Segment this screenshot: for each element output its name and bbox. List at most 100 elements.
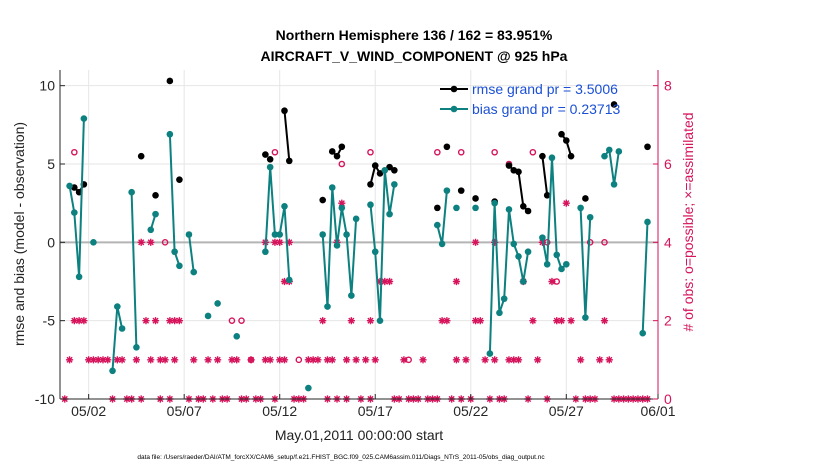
bias-point xyxy=(90,239,97,246)
rmse-point xyxy=(434,204,441,212)
bias-point xyxy=(176,262,183,270)
obs-assimilated-marker xyxy=(228,356,236,364)
bias-point xyxy=(496,309,503,317)
y-tick-label-left: 0 xyxy=(47,234,55,250)
x-tick-label: 05/22 xyxy=(453,403,488,419)
bias-point xyxy=(276,231,284,238)
obs-assimilated-marker xyxy=(304,356,312,364)
obs-assimilated-marker xyxy=(514,356,523,364)
obs-assimilated-marker xyxy=(438,317,446,325)
obs-assimilated-marker xyxy=(65,356,74,364)
bias-point xyxy=(558,265,565,273)
y-tick-label-right: 4 xyxy=(664,234,672,250)
bias-point xyxy=(500,295,508,303)
rmse-point xyxy=(520,203,527,210)
obs-assimilated-marker xyxy=(280,277,289,286)
obs-assimilated-marker xyxy=(104,356,112,364)
legend: rmse grand pr = 3.5006 bias grand pr = 0.… xyxy=(440,81,620,117)
bias-point xyxy=(505,206,513,213)
obs-assimilated-marker xyxy=(266,356,274,364)
obs-possible-marker xyxy=(586,239,594,246)
rmse-point xyxy=(505,162,513,169)
legend-bias-marker xyxy=(450,105,458,113)
bias-point xyxy=(152,210,159,218)
rmse-point xyxy=(285,157,293,165)
bias-point xyxy=(352,215,360,223)
obs-assimilated-marker xyxy=(419,356,427,364)
obs-assimilated-marker xyxy=(481,356,489,364)
obs-assimilated-marker xyxy=(99,356,107,364)
bias-point xyxy=(80,115,88,122)
obs-assimilated-marker xyxy=(309,356,317,364)
obs-assimilated-marker xyxy=(362,356,370,364)
bias-point xyxy=(443,187,451,194)
obs-possible-marker xyxy=(295,356,303,364)
bias-point xyxy=(453,204,460,212)
bias-point xyxy=(348,292,355,299)
obs-assimilated-marker xyxy=(319,317,327,325)
x-tick-label: 05/07 xyxy=(167,403,202,419)
y-tick-label-left: 5 xyxy=(47,156,55,172)
bias-point xyxy=(118,325,126,332)
bias-line xyxy=(68,118,85,277)
bias-point xyxy=(548,154,556,162)
obs-assimilated-marker xyxy=(548,277,556,286)
bias-point xyxy=(305,384,312,392)
obs-assimilated-marker xyxy=(534,356,542,364)
obs-assimilated-marker xyxy=(376,277,384,286)
obs-assimilated-marker xyxy=(371,356,379,364)
bias-point xyxy=(510,240,518,248)
y-axis-label-right: # of obs: o=possible; ×=assimilated xyxy=(680,112,696,331)
obs-assimilated-marker xyxy=(247,356,255,364)
obs-assimilated-marker xyxy=(261,356,269,364)
obs-assimilated-marker xyxy=(553,317,561,325)
obs-assimilated-marker xyxy=(75,317,83,325)
bias-point xyxy=(328,184,336,191)
rmse-point xyxy=(367,181,374,188)
bias-point xyxy=(553,251,561,259)
obs-possible-marker xyxy=(271,148,279,156)
chart-subtitle: AIRCRAFT_V_WIND_COMPONENT @ 925 hPa xyxy=(261,48,568,64)
plot-area xyxy=(60,70,658,399)
rmse-point xyxy=(176,176,183,183)
rmse-point xyxy=(166,77,174,85)
bias-point xyxy=(491,199,498,207)
obs-assimilated-marker xyxy=(204,356,212,364)
obs-assimilated-marker xyxy=(161,356,169,364)
y-tick-label-right: 6 xyxy=(664,156,672,172)
bias-point xyxy=(586,213,594,221)
bias-point xyxy=(524,248,532,256)
bias-line xyxy=(321,187,358,307)
rmse-point xyxy=(371,162,379,169)
bias-line xyxy=(130,192,138,348)
obs-assimilated-marker xyxy=(342,356,351,364)
rmse-point xyxy=(391,166,398,174)
obs-assimilated-marker xyxy=(443,317,451,325)
rmse-point xyxy=(262,151,269,158)
obs-possible-marker xyxy=(338,160,346,168)
obs-assimilated-marker xyxy=(151,317,160,325)
bias-point xyxy=(438,240,446,248)
bias-point xyxy=(128,188,135,196)
bias-point xyxy=(639,329,647,337)
bias-point xyxy=(285,276,293,284)
data-file-footer: data file: /Users/raeder/DAI/ATM_forcXX/… xyxy=(137,454,545,461)
obs-assimilated-marker xyxy=(171,356,179,364)
obs-assimilated-marker xyxy=(89,356,98,364)
bias-point xyxy=(539,234,546,241)
rmse-point xyxy=(567,152,575,160)
rmse-point xyxy=(562,137,570,144)
obs-assimilated-marker xyxy=(166,317,174,325)
rmse-point xyxy=(472,195,479,202)
x-tick-label: 05/17 xyxy=(358,403,393,419)
bias-point xyxy=(333,242,341,249)
obs-assimilated-marker xyxy=(314,356,322,364)
obs-assimilated-marker xyxy=(175,317,184,325)
obs-assimilated-marker xyxy=(385,277,394,286)
rmse-point xyxy=(266,156,274,163)
series-lines xyxy=(66,77,651,392)
obs-assimilated-marker xyxy=(142,317,150,325)
rmse-point xyxy=(152,192,159,199)
obs-assimilated-marker xyxy=(471,317,480,325)
